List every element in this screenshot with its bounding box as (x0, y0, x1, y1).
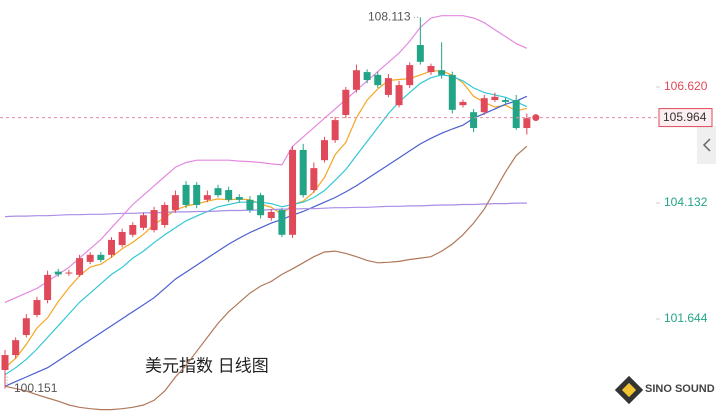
candle-body (257, 195, 265, 216)
candle-body (470, 112, 478, 129)
logo (614, 375, 644, 405)
candle-body (491, 96, 499, 101)
y-tick-label: 101.644 (664, 311, 708, 325)
candle-body (118, 231, 126, 246)
candle-body (12, 340, 20, 356)
chevron-icon (702, 138, 711, 152)
candle-body (406, 65, 414, 86)
candle-body (523, 118, 531, 129)
overlay-line (4, 70, 528, 369)
low-annotation: 100.151 (14, 381, 58, 395)
candle-body (416, 45, 424, 62)
candle-body (352, 70, 360, 90)
candle-body (331, 120, 339, 141)
candle-body (438, 70, 446, 75)
candle-body (278, 210, 286, 235)
candle-body (321, 140, 328, 161)
side-panel-toggle[interactable] (697, 126, 716, 164)
last-price-box (658, 108, 713, 128)
candle-body (448, 74, 456, 110)
candle-body (384, 78, 392, 95)
candle-body (108, 239, 115, 255)
candle-body (54, 271, 62, 275)
candle-body (22, 318, 30, 336)
candle-body (246, 199, 254, 211)
watermark: SINO SOUND (645, 383, 715, 395)
candle-body (182, 184, 190, 205)
last-price-dot (532, 114, 540, 122)
candle-body (225, 190, 233, 200)
overlay-line (4, 15, 528, 303)
overlay-line (4, 202, 527, 218)
y-tick-label: 106.620 (664, 79, 708, 93)
chart-title: 美元指数 日线图 (145, 356, 269, 375)
candle-body (480, 98, 488, 113)
candle-body (33, 300, 41, 315)
candle-body (76, 258, 84, 275)
candle-body (97, 254, 105, 260)
candle-body (502, 100, 510, 102)
candle-body (289, 149, 297, 235)
candle-body (459, 101, 467, 106)
candle-body (65, 272, 73, 274)
candle-body (363, 72, 371, 81)
candle-body (139, 215, 147, 228)
candle-body (342, 89, 350, 115)
y-tick-label: 104.132 (664, 195, 708, 209)
candle-body (193, 184, 201, 205)
candle-body (512, 100, 520, 129)
overlay-line (4, 145, 528, 411)
candle-body (267, 211, 275, 219)
candle-body (171, 195, 179, 211)
candle-body (44, 274, 52, 301)
overlay-line (4, 74, 528, 376)
candle-body (1, 355, 9, 370)
candle-body (299, 149, 307, 196)
candle-body (235, 197, 243, 200)
candle-body (86, 254, 94, 262)
candle-body (150, 210, 158, 231)
candle-body (214, 188, 222, 196)
high-annotation: 108.113 (368, 10, 411, 24)
candle-body (161, 204, 169, 225)
candle-body (395, 85, 403, 106)
candle-body (310, 168, 318, 191)
overlay-line (4, 95, 528, 387)
candle-body (427, 66, 435, 73)
candle-body (129, 224, 137, 235)
candle-body (203, 195, 211, 200)
last-price-label: 105.964 (663, 110, 707, 124)
candle-body (374, 74, 382, 86)
